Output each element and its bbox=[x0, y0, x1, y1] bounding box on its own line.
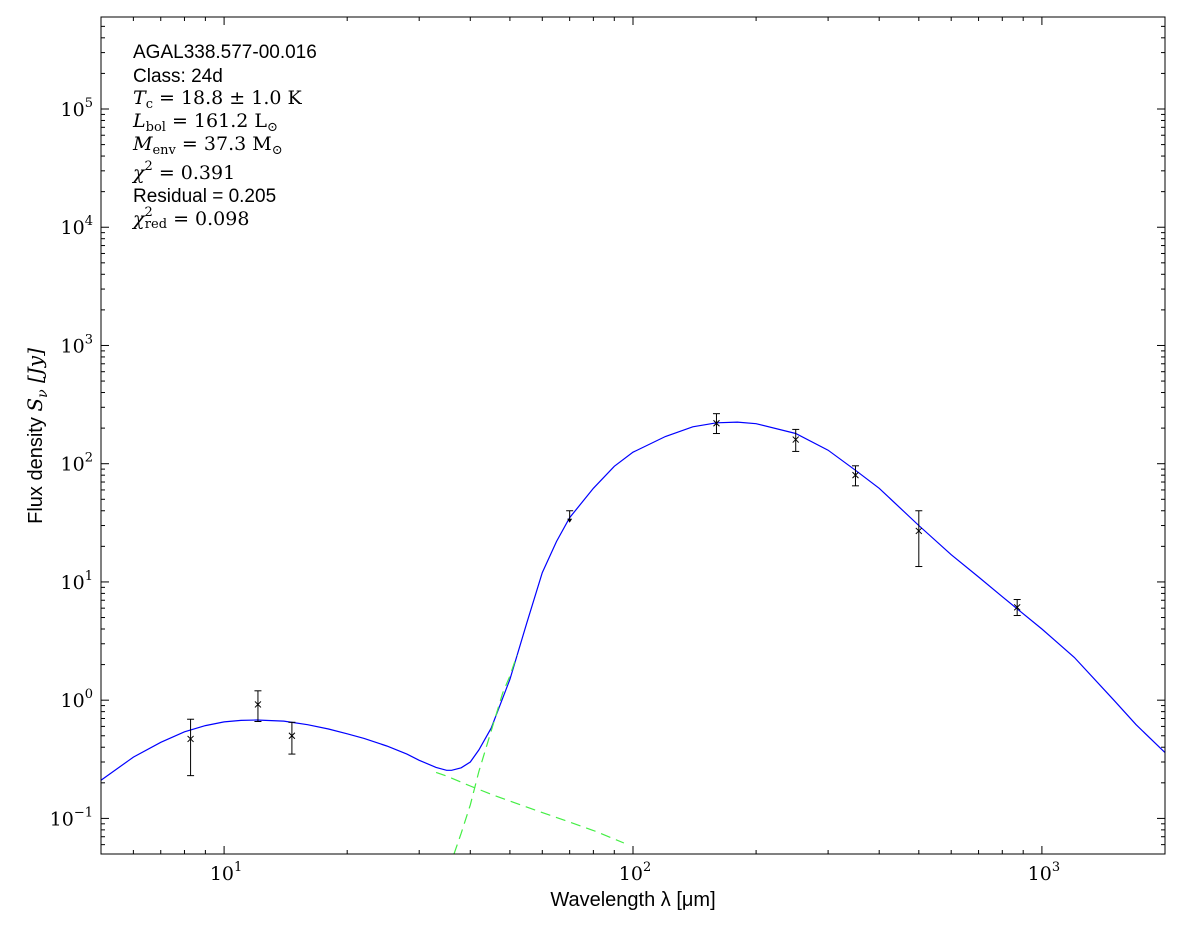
x-marker bbox=[713, 419, 720, 427]
data-point bbox=[254, 690, 262, 723]
data-point bbox=[915, 510, 923, 568]
residual-label: Residual = 0.205 bbox=[133, 186, 276, 207]
tc-label: Tc = 18.8 ± 1.0 K bbox=[133, 87, 303, 112]
annotation-block: AGAL338.577-00.016 Class: 24d Tc = 18.8 … bbox=[131, 42, 317, 232]
x-marker bbox=[792, 436, 800, 443]
y-tick-label: 102 bbox=[61, 451, 93, 476]
x-tick-label: 101 bbox=[210, 860, 242, 885]
x-tick-label: 103 bbox=[1028, 860, 1060, 885]
x-tick-label: 102 bbox=[619, 860, 651, 885]
data-point bbox=[712, 413, 720, 435]
data-point bbox=[851, 465, 859, 487]
plot-background bbox=[101, 17, 1165, 854]
major-ticks bbox=[101, 17, 1165, 854]
class-label: Class: 24d bbox=[133, 66, 223, 87]
chi2-label: χ2 = 0.391 bbox=[131, 159, 235, 184]
data-point bbox=[792, 428, 800, 452]
y-tick-label: 104 bbox=[61, 214, 93, 239]
y-tick-label: 105 bbox=[61, 96, 93, 121]
plot-frame bbox=[100, 16, 1166, 855]
x-marker bbox=[254, 701, 262, 708]
y-tick-label: 103 bbox=[61, 332, 93, 357]
cold-component-curve bbox=[453, 655, 518, 854]
x-marker bbox=[852, 471, 859, 479]
warm-component-curve bbox=[435, 771, 625, 844]
source-name: AGAL338.577-00.016 bbox=[133, 42, 317, 63]
lbol-label: Lbol = 161.2 L⊙ bbox=[132, 110, 278, 135]
data-point bbox=[288, 721, 296, 755]
x-marker bbox=[915, 527, 923, 535]
x-marker bbox=[187, 735, 194, 743]
upper-limit bbox=[566, 510, 574, 523]
data-point bbox=[187, 718, 195, 777]
menv-label: Menv = 37.3 M⊙ bbox=[132, 133, 283, 158]
data-points bbox=[187, 413, 1021, 777]
x-tick-labels: 101 102 103 bbox=[210, 860, 1060, 885]
y-tick-label: 100 bbox=[61, 687, 93, 712]
x-marker bbox=[1013, 603, 1021, 611]
y-tick-label: 101 bbox=[61, 569, 93, 594]
y-tick-label: 10−1 bbox=[50, 805, 93, 830]
upper-limit-arrowhead bbox=[567, 518, 573, 523]
minor-ticks bbox=[101, 17, 1165, 854]
chi2red-label: χ2 red = 0.098 bbox=[131, 205, 249, 232]
x-axis-label: Wavelength λ [μm] bbox=[550, 889, 715, 911]
x-marker bbox=[288, 732, 296, 740]
y-tick-labels: 10−1 100 101 102 103 104 105 bbox=[50, 96, 93, 830]
data-point bbox=[1013, 599, 1021, 617]
y-axis-label: Flux density Sν [Jy] bbox=[23, 348, 51, 524]
